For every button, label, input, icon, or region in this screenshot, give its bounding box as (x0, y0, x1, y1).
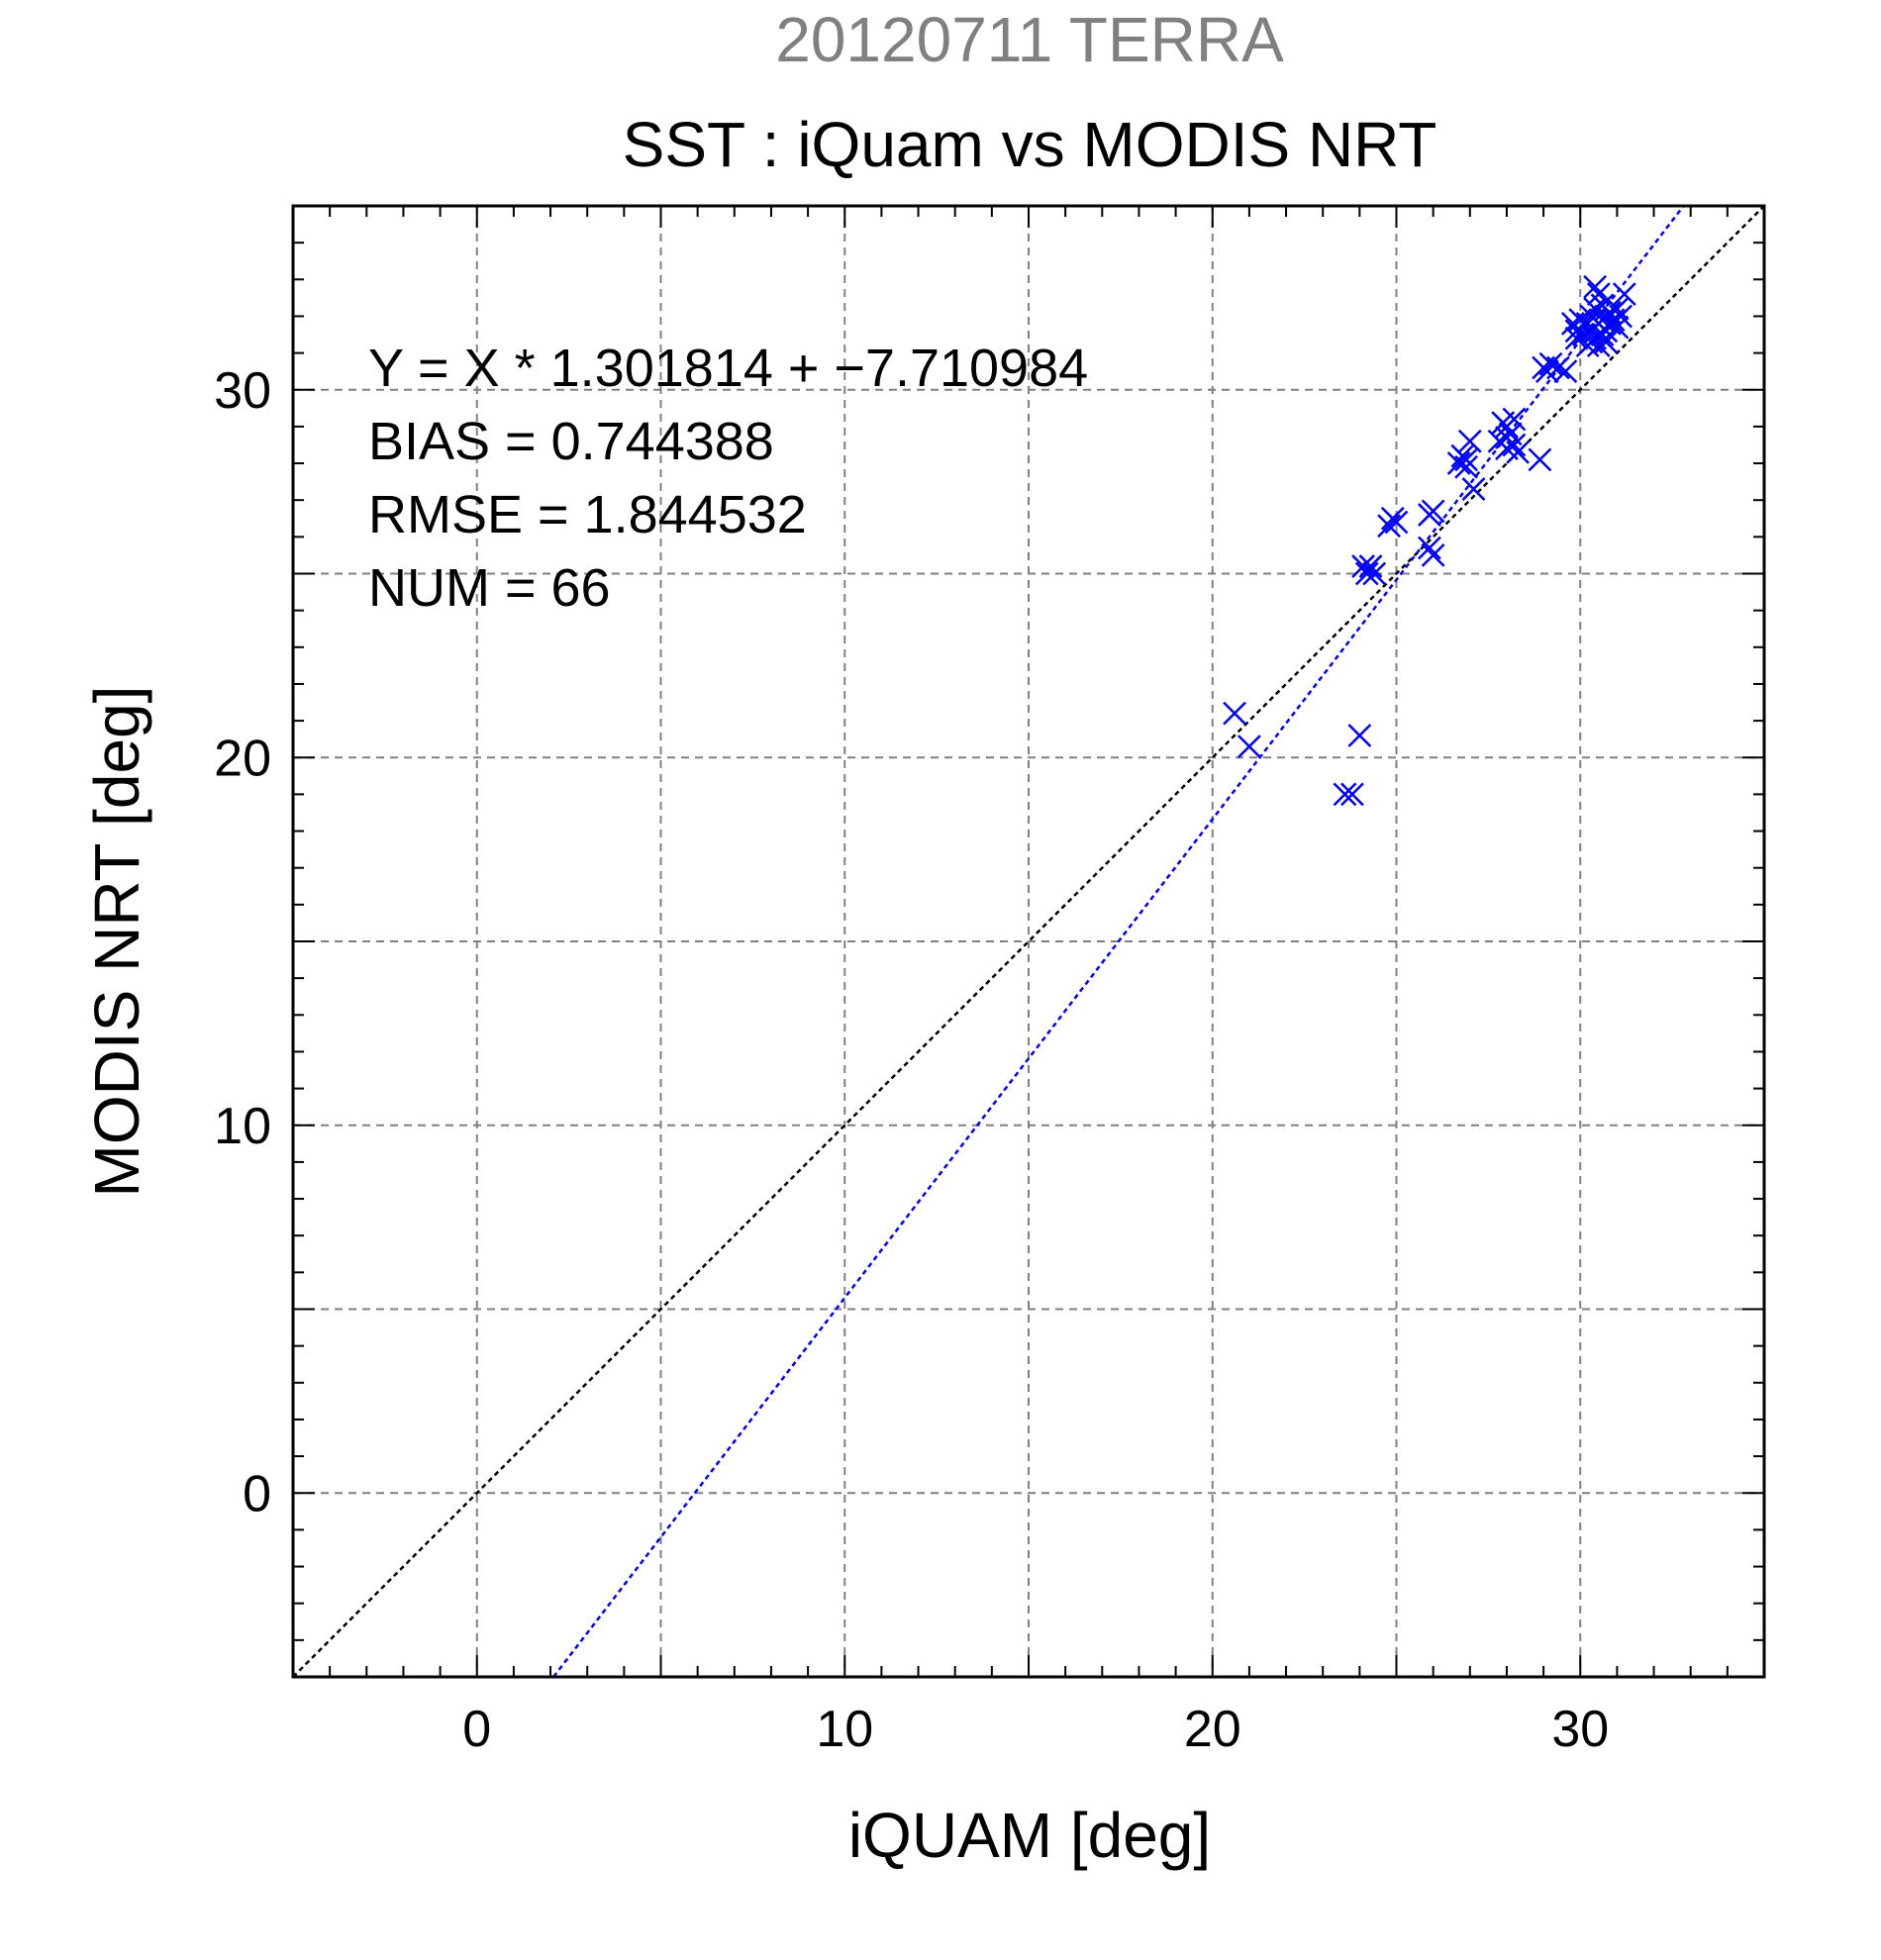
y-tick-label: 0 (243, 1465, 271, 1522)
data-point (1384, 510, 1409, 535)
x-tick-label: 20 (1184, 1701, 1241, 1758)
fit-equation-label: Y = X * 1.301814 + −7.710984 (368, 339, 1088, 398)
data-point (1362, 561, 1387, 586)
axis-ticks (293, 206, 1764, 1677)
data-point (1612, 282, 1636, 307)
data-point (1223, 701, 1246, 726)
chart-title: SST : iQuam vs MODIS NRT (623, 109, 1437, 180)
data-point (1340, 782, 1364, 807)
data-point (1238, 735, 1261, 758)
data-point (1502, 433, 1527, 457)
data-point (1579, 330, 1604, 354)
data-point (1528, 447, 1552, 472)
data-point (1421, 499, 1445, 524)
grid (293, 206, 1764, 1677)
data-point (1351, 554, 1375, 578)
data-points (1223, 274, 1636, 807)
data-point (1457, 429, 1482, 453)
fit-line (551, 206, 1686, 1677)
y-tick-label: 30 (214, 362, 271, 420)
data-point (1377, 514, 1401, 539)
data-point (1590, 293, 1615, 318)
data-point (1583, 274, 1607, 299)
data-point (1421, 543, 1445, 567)
y-tick-label: 20 (214, 730, 271, 787)
data-point (1358, 554, 1383, 578)
x-tick-label: 30 (1551, 1701, 1609, 1758)
data-point (1502, 407, 1527, 432)
data-point (1454, 454, 1478, 479)
x-tick-label: 0 (462, 1701, 491, 1758)
data-point (1446, 451, 1471, 475)
data-point (1418, 536, 1441, 560)
rmse-label: RMSE = 1.844532 (368, 485, 807, 544)
x-axis-label: iQUAM [deg] (848, 1800, 1211, 1871)
chart-supertitle: 20120711 TERRA (775, 4, 1284, 75)
reference-lines (293, 206, 1764, 1677)
data-point (1354, 561, 1379, 586)
data-point (1609, 304, 1633, 329)
num-label: NUM = 66 (368, 558, 611, 618)
stats-annotation: Y = X * 1.301814 + −7.710984 BIAS = 0.74… (368, 339, 1088, 618)
data-point (1546, 355, 1570, 380)
x-tick-label: 10 (816, 1701, 873, 1758)
data-point (1605, 297, 1630, 321)
data-point (1506, 441, 1530, 464)
data-point (1564, 326, 1589, 350)
data-point (1347, 724, 1372, 747)
data-point (1454, 447, 1478, 472)
y-axis-label: MODIS NRT [deg] (81, 686, 152, 1198)
bias-label: BIAS = 0.744388 (368, 412, 774, 471)
data-point (1553, 359, 1578, 384)
data-point (1461, 477, 1486, 501)
plot-frame (291, 204, 1766, 1679)
data-point (1538, 351, 1563, 376)
y-tick-label: 10 (214, 1098, 271, 1155)
data-point (1333, 782, 1357, 807)
tick-labels: 0 10 20 30 0 10 20 30 (214, 362, 1609, 1758)
data-point (1575, 311, 1600, 336)
